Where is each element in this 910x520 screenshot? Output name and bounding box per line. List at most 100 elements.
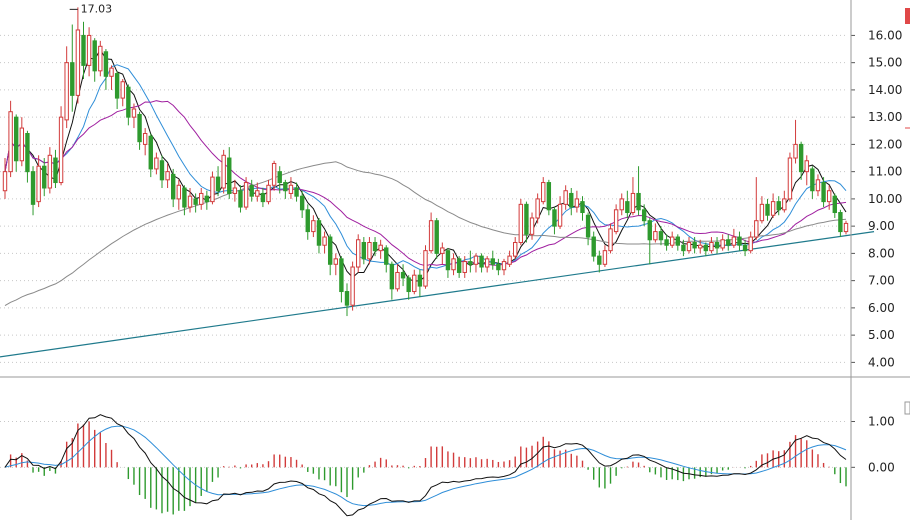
- candle-body: [199, 192, 204, 205]
- candle-body: [288, 184, 294, 194]
- candle-body: [501, 261, 507, 271]
- candle-body: [333, 258, 338, 265]
- candle-body: [698, 244, 703, 249]
- candle-body: [709, 241, 714, 252]
- candle-body: [843, 222, 849, 233]
- candle-body: [770, 201, 776, 216]
- candle-body: [445, 250, 451, 271]
- peak-annotation-layer: 17.03: [69, 2, 113, 15]
- candle-body: [114, 73, 120, 99]
- candle-body: [630, 192, 636, 214]
- candle-body: [602, 250, 608, 265]
- candle-body: [356, 239, 361, 268]
- candle-body: [748, 236, 753, 252]
- candle-body: [367, 241, 372, 260]
- price-tick-label: 10.00: [868, 192, 902, 206]
- candle-body: [47, 154, 53, 189]
- candle-body: [664, 239, 669, 246]
- candle-body: [585, 214, 591, 238]
- price-tick-label: 13.00: [868, 110, 902, 124]
- candle-body: [434, 220, 439, 254]
- candle-body: [361, 241, 367, 260]
- candle-body: [490, 258, 495, 265]
- candle-body: [541, 182, 546, 203]
- candle-body: [641, 209, 647, 222]
- price-tick-label: 16.00: [868, 28, 902, 42]
- candle-body: [563, 190, 568, 205]
- macd-lines-layer: [4, 414, 847, 517]
- candle-body: [647, 220, 652, 241]
- candle-body: [608, 228, 613, 252]
- candle-body: [737, 236, 742, 246]
- candle-body: [821, 182, 826, 203]
- candle-body: [232, 187, 238, 194]
- candle-body: [731, 236, 737, 246]
- candle-body: [625, 201, 630, 214]
- candle-body: [283, 182, 288, 192]
- candle-body: [798, 143, 804, 173]
- candle-body: [686, 241, 692, 252]
- candle-body: [669, 236, 675, 246]
- candle-body: [187, 195, 193, 208]
- indicator-y-axis: 1.00 0.00: [851, 415, 895, 474]
- candle-body: [417, 274, 423, 287]
- indicator-tick-label: 1.00: [868, 415, 895, 429]
- candle-body: [277, 171, 282, 184]
- candle-body: [838, 212, 843, 233]
- ma-line-60: [4, 161, 847, 307]
- candle-body: [754, 220, 759, 238]
- candle-body: [344, 291, 350, 306]
- candle-body: [636, 192, 641, 211]
- candle-body: [557, 203, 563, 227]
- candle-body: [765, 203, 770, 216]
- candle-body: [826, 190, 832, 203]
- price-tick-label: 8.00: [868, 246, 895, 260]
- candle-body: [742, 244, 748, 252]
- candle-body: [103, 51, 109, 77]
- candle-body: [535, 198, 540, 219]
- candle-body: [58, 116, 64, 184]
- candle-body: [703, 244, 709, 252]
- candle-body: [350, 266, 355, 306]
- candle-body: [316, 220, 322, 246]
- candle-body: [311, 220, 316, 233]
- candle-body: [574, 198, 580, 208]
- candle-body: [171, 173, 176, 200]
- candle-body: [804, 160, 809, 173]
- candle-body: [552, 209, 557, 227]
- candle-body: [176, 184, 182, 200]
- candle-body: [227, 157, 232, 194]
- candle-body: [210, 176, 215, 203]
- candle-body: [378, 244, 383, 252]
- candle-body: [75, 29, 81, 96]
- candle-body: [30, 171, 36, 205]
- candle-body: [810, 168, 815, 192]
- candle-body: [597, 255, 602, 265]
- candle-body: [299, 195, 305, 211]
- peak-value-label: 17.03: [81, 2, 113, 15]
- candle-body: [120, 81, 125, 99]
- candle-body: [580, 201, 585, 214]
- indicator-tick-label: 0.00: [868, 460, 895, 474]
- edge-marker-top: [905, 8, 910, 24]
- price-tick-label: 9.00: [868, 219, 895, 233]
- candle-body: [787, 157, 793, 200]
- candle-body: [389, 263, 395, 290]
- candle-body: [613, 209, 619, 233]
- candle-body: [524, 203, 529, 235]
- candle-body: [126, 86, 131, 118]
- candle-body: [154, 157, 159, 170]
- edge-marker-indicator: [904, 401, 910, 415]
- candle-body: [658, 231, 664, 241]
- candle-body: [294, 187, 299, 197]
- candle-body: [479, 255, 484, 268]
- price-tick-label: 7.00: [868, 274, 895, 288]
- candle-body: [412, 274, 417, 293]
- candle-body: [70, 62, 75, 96]
- candle-body: [322, 236, 327, 246]
- dea-line: [4, 425, 847, 507]
- price-tick-label: 15.00: [868, 56, 902, 70]
- candle-body: [260, 192, 266, 203]
